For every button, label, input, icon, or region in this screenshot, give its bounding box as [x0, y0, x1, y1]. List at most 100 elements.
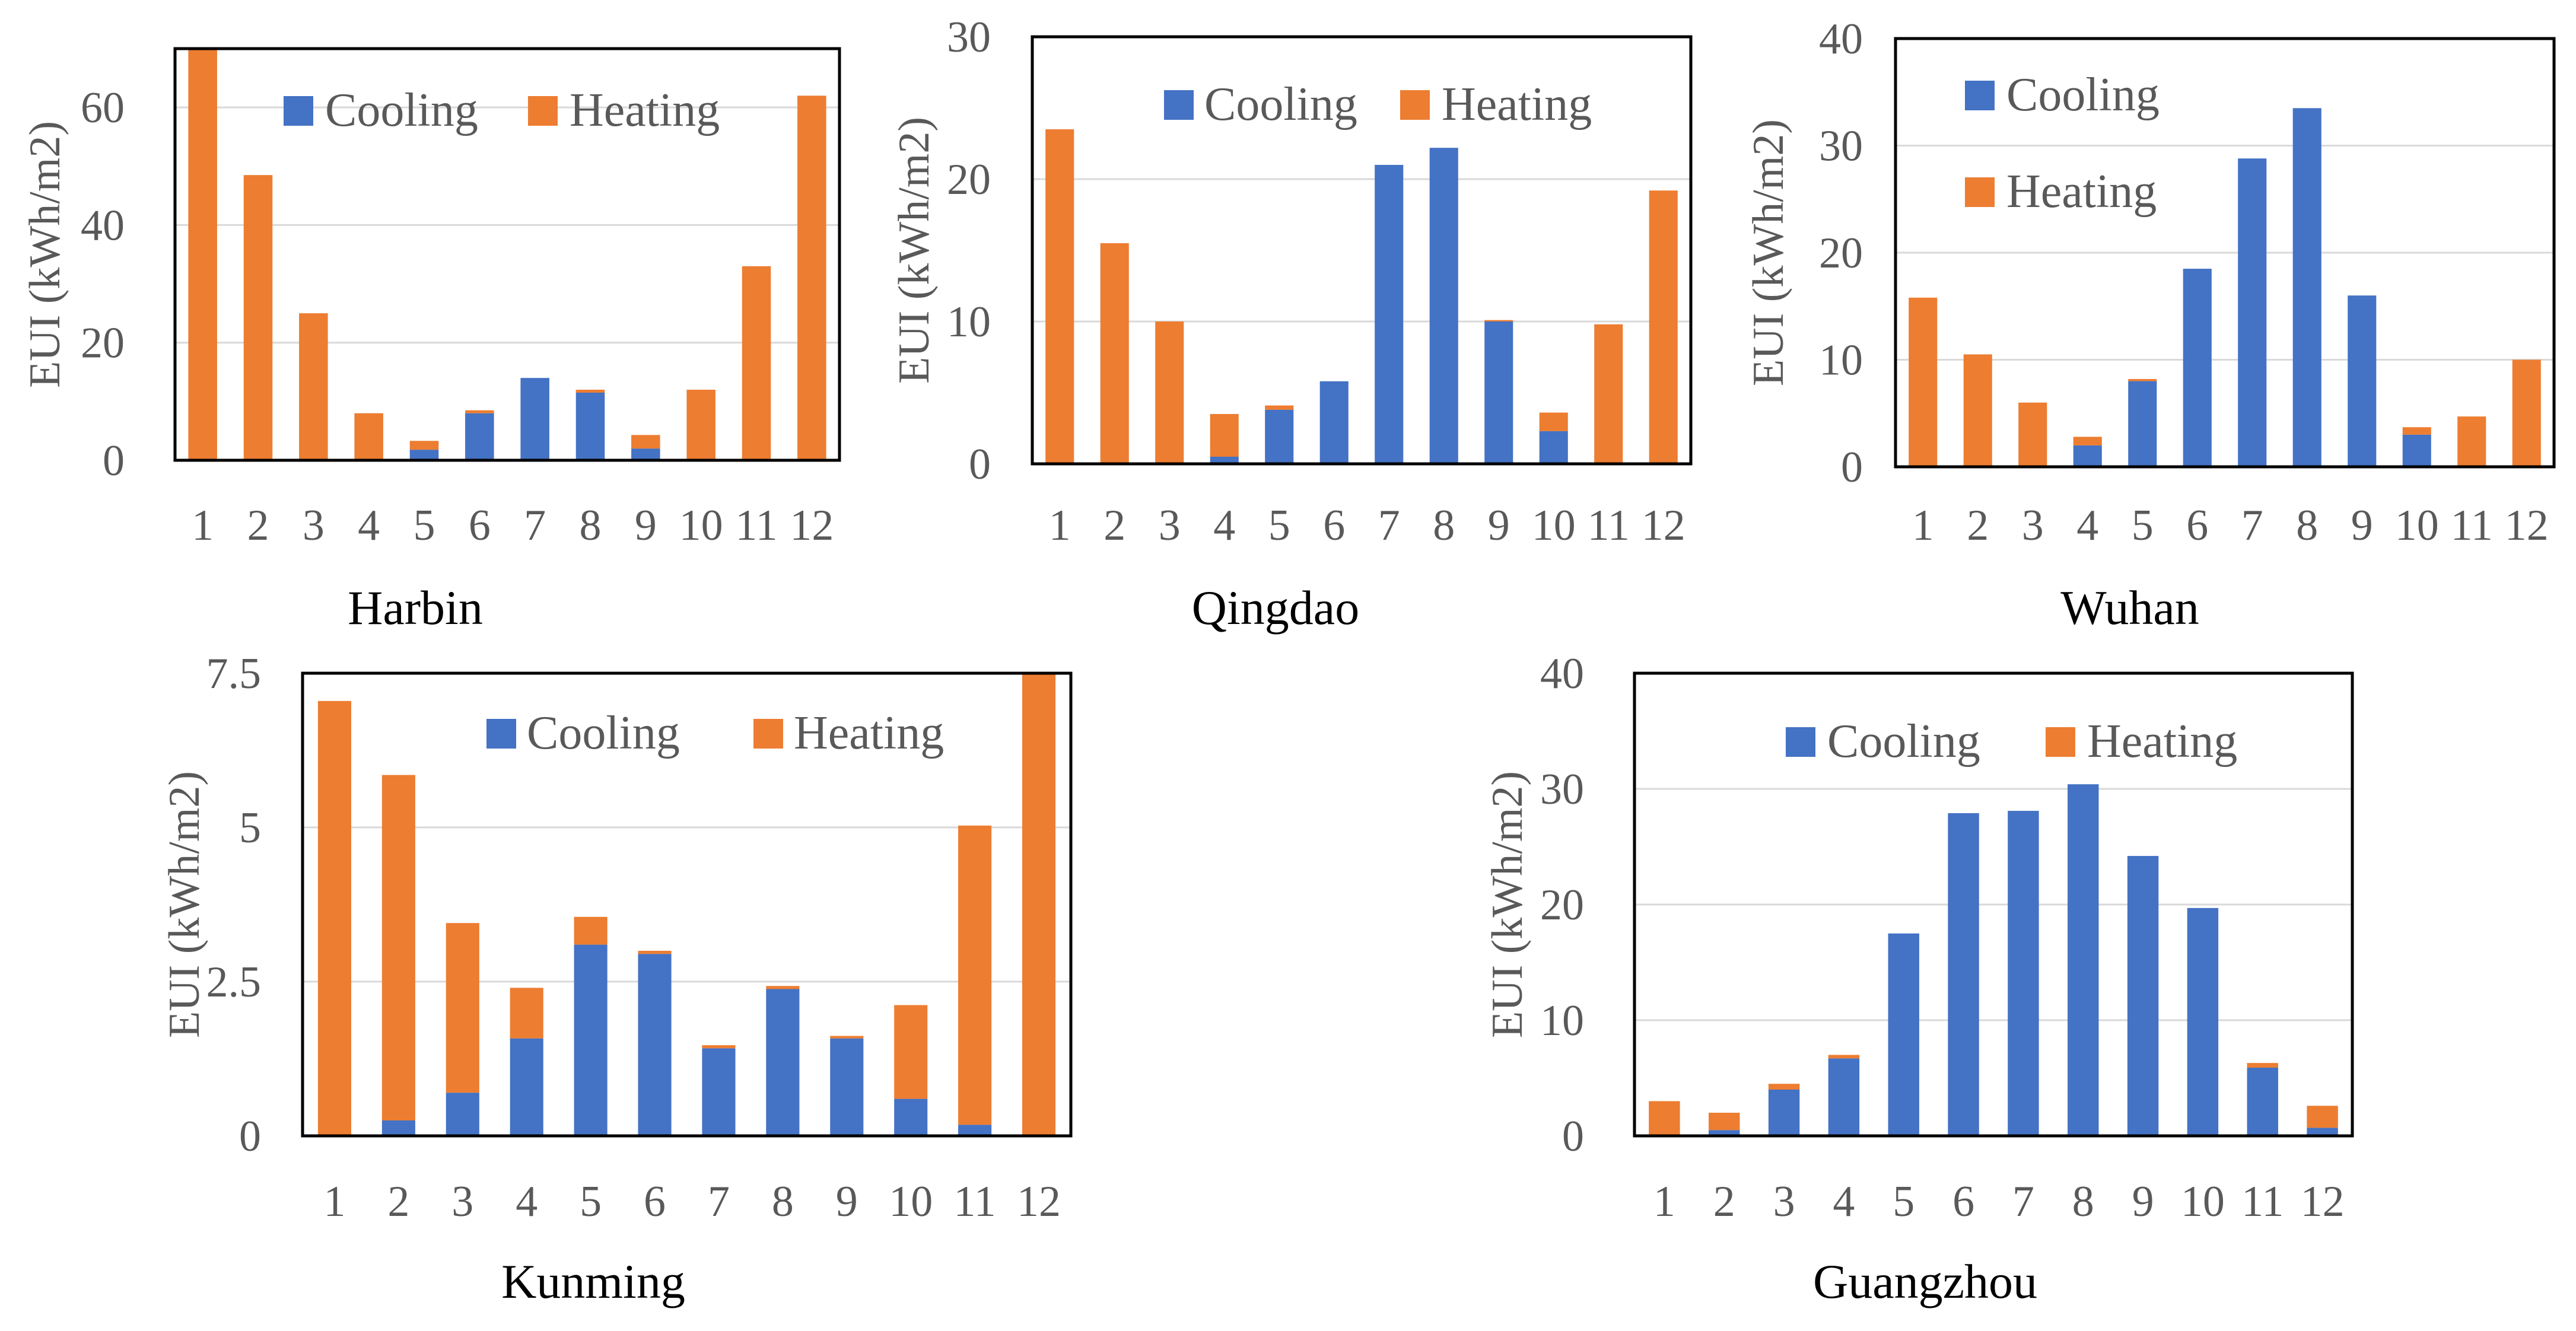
kunming-bar-cooling-5 — [574, 944, 608, 1136]
wuhan-bar-heating-1 — [1909, 297, 1938, 467]
guangzhou-legend-swatch-cooling — [1786, 727, 1815, 757]
wuhan-y-tick-label: 0 — [1841, 443, 1863, 492]
kunming-bar-heating-5 — [574, 916, 608, 945]
qingdao-x-tick-label: 11 — [1588, 501, 1630, 550]
kunming-x-tick-label: 5 — [580, 1177, 602, 1226]
wuhan-plot-frame — [1894, 37, 2556, 469]
harbin-bar-heating-11 — [742, 266, 771, 460]
guangzhou-x-tick-label: 11 — [2241, 1177, 2284, 1226]
kunming-bar-cooling-2 — [381, 1120, 415, 1136]
kunming-x-tick-label: 4 — [516, 1177, 538, 1226]
qingdao-bar-heating-9 — [1484, 320, 1513, 321]
wuhan-x-tick-label: 7 — [2241, 501, 2263, 550]
kunming-bar-cooling-9 — [830, 1038, 864, 1136]
kunming-y-axis-label: EUI (kWh/m2) — [160, 771, 209, 1038]
qingdao-y-tick-label: 10 — [947, 298, 991, 346]
harbin-bar-heating-12 — [797, 95, 826, 461]
guangzhou-y-tick-label: 10 — [1540, 996, 1584, 1045]
qingdao-bar-heating-5 — [1265, 405, 1294, 410]
qingdao-bar-cooling-7 — [1375, 165, 1404, 464]
kunming-y-tick-label: 0 — [239, 1112, 261, 1161]
guangzhou-bar-cooling-6 — [1948, 813, 1979, 1136]
wuhan-x-tick-label: 5 — [2132, 501, 2154, 550]
kunming-legend-label-cooling: Cooling — [527, 707, 680, 759]
guangzhou-x-tick-label: 7 — [2012, 1177, 2034, 1226]
guangzhou-bar-cooling-3 — [1768, 1090, 1800, 1136]
harbin-bar-cooling-5 — [409, 450, 439, 460]
kunming-bar-cooling-6 — [638, 954, 672, 1136]
kunming-bar-cooling-7 — [702, 1048, 736, 1136]
wuhan-legend-swatch-heating — [1965, 177, 1995, 207]
wuhan-x-tick-label: 3 — [2022, 501, 2044, 550]
harbin-bar-cooling-9 — [631, 448, 660, 460]
guangzhou-legend-label-cooling: Cooling — [1827, 715, 1980, 768]
guangzhou-plot-frame — [1633, 671, 2354, 1138]
qingdao-legend-label-cooling: Cooling — [1204, 78, 1357, 130]
guangzhou-bar-cooling-11 — [2247, 1067, 2278, 1136]
guangzhou-bar-cooling-2 — [1709, 1130, 1740, 1136]
qingdao-bar-cooling-5 — [1265, 409, 1294, 464]
qingdao-x-tick-label: 10 — [1532, 501, 1576, 550]
kunming-x-tick-label: 6 — [644, 1177, 666, 1226]
guangzhou-x-tick-label: 1 — [1653, 1177, 1675, 1226]
wuhan-y-tick-label: 30 — [1819, 122, 1863, 171]
harbin-legend-label-heating: Heating — [570, 84, 720, 136]
kunming-bar-heating-9 — [830, 1036, 864, 1039]
qingdao-plot-frame — [1031, 35, 1693, 466]
qingdao-x-tick-label: 4 — [1213, 501, 1235, 550]
kunming-bar-heating-11 — [958, 825, 992, 1125]
wuhan-legend-swatch-cooling — [1965, 81, 1995, 110]
qingdao-bar-heating-2 — [1100, 243, 1129, 464]
harbin-plot-frame — [173, 47, 841, 462]
kunming-bar-cooling-3 — [446, 1093, 479, 1136]
wuhan-bar-heating-5 — [2128, 378, 2157, 381]
kunming-bar-heating-10 — [894, 1005, 928, 1099]
guangzhou-bar-heating-4 — [1828, 1055, 1860, 1059]
harbin-bar-heating-6 — [465, 410, 494, 413]
kunming-bar-heating-7 — [702, 1045, 736, 1049]
guangzhou-legend-label-heating: Heating — [2087, 715, 2237, 768]
guangzhou-y-tick-label: 30 — [1540, 765, 1584, 814]
wuhan-bar-heating-10 — [2402, 427, 2431, 435]
kunming-bar-cooling-11 — [958, 1125, 992, 1136]
guangzhou-y-tick-label: 40 — [1540, 649, 1584, 698]
harbin-bar-heating-1 — [188, 49, 217, 460]
qingdao-bar-cooling-8 — [1429, 148, 1458, 464]
guangzhou-x-tick-label: 4 — [1833, 1177, 1855, 1226]
wuhan-x-tick-label: 8 — [2296, 501, 2318, 550]
kunming-city-label: Kunming — [501, 1254, 685, 1308]
harbin-bar-heating-8 — [575, 390, 605, 393]
qingdao-bar-cooling-4 — [1210, 457, 1239, 464]
qingdao-legend-swatch-cooling — [1164, 90, 1194, 120]
qingdao-x-tick-label: 5 — [1268, 501, 1290, 550]
wuhan-bar-cooling-8 — [2292, 108, 2321, 467]
harbin-x-tick-label: 10 — [679, 501, 723, 550]
qingdao-bar-heating-1 — [1045, 129, 1074, 464]
kunming-x-tick-label: 7 — [708, 1177, 730, 1226]
qingdao-bar-cooling-10 — [1539, 431, 1568, 464]
harbin-bar-cooling-8 — [575, 392, 605, 460]
kunming-y-tick-label: 2.5 — [206, 958, 262, 1007]
harbin-bar-heating-3 — [299, 313, 328, 460]
wuhan-bar-cooling-10 — [2402, 434, 2431, 467]
harbin-y-tick-label: 40 — [81, 201, 125, 250]
harbin-bar-heating-5 — [409, 441, 439, 450]
wuhan-y-tick-label: 10 — [1819, 336, 1863, 385]
guangzhou-x-tick-label: 2 — [1713, 1177, 1735, 1226]
wuhan-y-axis-label: EUI (kWh/m2) — [1744, 119, 1793, 386]
kunming-bar-heating-8 — [766, 986, 800, 989]
harbin-x-tick-label: 8 — [580, 501, 602, 550]
kunming-bar-heating-1 — [317, 700, 352, 1136]
qingdao-x-tick-label: 6 — [1323, 501, 1345, 550]
kunming-x-tick-label: 11 — [953, 1177, 996, 1226]
qingdao-bar-heating-4 — [1210, 414, 1239, 457]
harbin-bar-cooling-7 — [520, 378, 549, 460]
guangzhou-x-tick-label: 6 — [1952, 1177, 1974, 1226]
wuhan-bar-heating-4 — [2073, 437, 2102, 445]
harbin-bar-heating-2 — [243, 175, 273, 460]
qingdao-bar-heating-10 — [1539, 412, 1568, 431]
wuhan-bar-cooling-6 — [2183, 269, 2212, 467]
